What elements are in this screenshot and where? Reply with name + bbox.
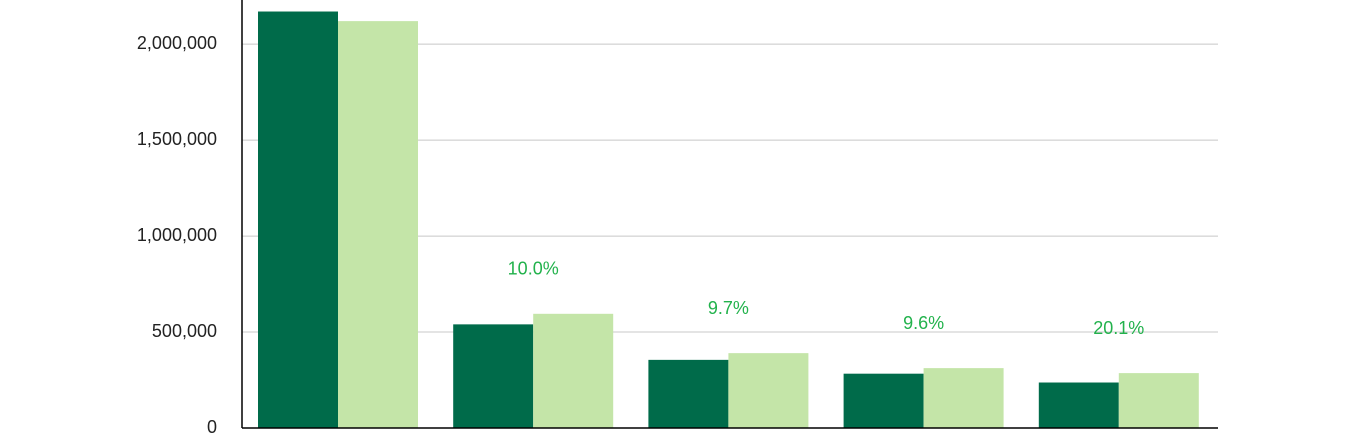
annotation: 20.1% <box>1093 318 1144 338</box>
y-tick-label: 1,500,000 <box>137 129 217 149</box>
bar <box>1038 382 1119 428</box>
bar <box>923 368 1004 428</box>
bar <box>258 11 338 429</box>
bar <box>338 21 418 428</box>
annotation: 10.0% <box>508 259 559 279</box>
y-tick-label: 2,000,000 <box>137 33 217 53</box>
bar <box>453 324 534 428</box>
y-tick-label: 0 <box>207 417 217 437</box>
y-tick-label: 500,000 <box>152 321 217 341</box>
annotation: 9.7% <box>708 298 749 318</box>
bar <box>728 353 809 428</box>
bar <box>648 359 729 428</box>
annotation: 9.6% <box>903 313 944 333</box>
bar <box>533 313 614 428</box>
y-tick-label: 1,000,000 <box>137 225 217 245</box>
bar <box>843 373 924 428</box>
bar <box>1118 373 1199 428</box>
